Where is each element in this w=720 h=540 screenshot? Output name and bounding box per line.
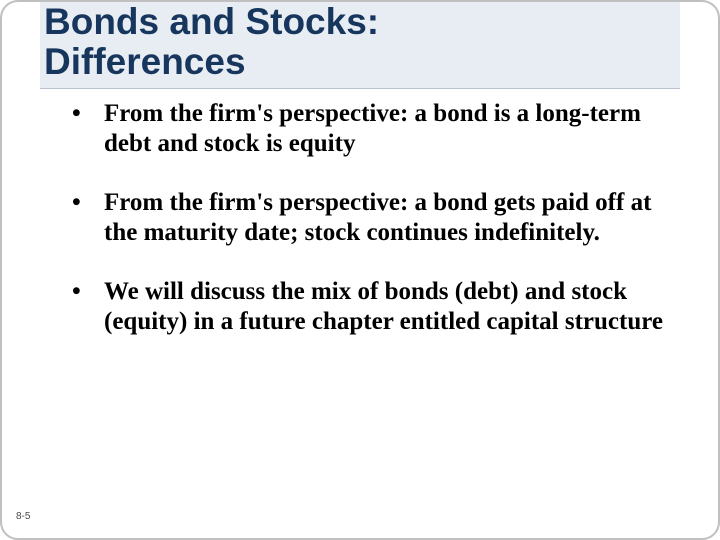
list-item: From the firm's perspective: a bond is a… [72,99,672,160]
title-line-2: Differences [44,41,246,82]
bullet-text: From the firm's perspective: a bond is a… [104,100,641,158]
slide-body: From the firm's perspective: a bond is a… [2,89,718,338]
bullet-text: From the firm's perspective: a bond gets… [104,189,651,247]
slide-title-block: Bonds and Stocks: Differences [40,2,680,89]
bullet-text: We will discuss the mix of bonds (debt) … [104,278,663,336]
slide-title: Bonds and Stocks: Differences [44,2,676,82]
bullet-list: From the firm's perspective: a bond is a… [72,99,672,338]
title-line-1: Bonds and Stocks: [44,1,379,42]
page-number: 8-5 [16,511,30,522]
list-item: From the firm's perspective: a bond gets… [72,188,672,249]
list-item: We will discuss the mix of bonds (debt) … [72,277,672,338]
